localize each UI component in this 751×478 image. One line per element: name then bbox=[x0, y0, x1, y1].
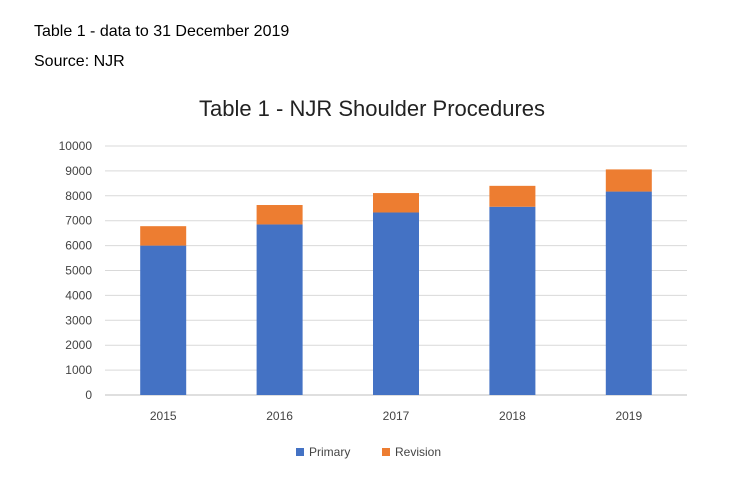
legend-label-primary: Primary bbox=[309, 445, 350, 459]
bar-primary-2016 bbox=[256, 224, 303, 395]
chart-title: Table 1 - NJR Shoulder Procedures bbox=[199, 96, 545, 121]
legend-swatch-primary bbox=[296, 448, 304, 456]
y-tick-label: 7000 bbox=[65, 214, 92, 228]
x-tick-label: 2016 bbox=[266, 409, 293, 423]
bars bbox=[140, 169, 652, 395]
bar-revision-2017 bbox=[373, 193, 419, 213]
y-tick-label: 5000 bbox=[65, 264, 92, 278]
y-axis: 0 1000 2000 3000 4000 5000 6000 7000 8000 9000 100… bbox=[59, 139, 93, 402]
bar-revision-2019 bbox=[605, 169, 652, 192]
y-tick-label: 6000 bbox=[65, 239, 92, 253]
y-tick-label: 10000 bbox=[59, 139, 93, 153]
x-tick-label: 2019 bbox=[615, 409, 642, 423]
grid-lines bbox=[105, 145, 687, 396]
y-tick-label: 1000 bbox=[65, 363, 92, 377]
bar-primary-2017 bbox=[373, 212, 419, 395]
x-tick-label: 2015 bbox=[150, 409, 177, 423]
bar-revision-2015 bbox=[140, 226, 187, 246]
legend: Primary Revision bbox=[296, 445, 441, 459]
y-tick-label: 9000 bbox=[65, 164, 92, 178]
bar-revision-2016 bbox=[256, 205, 303, 225]
y-tick-label: 8000 bbox=[65, 189, 92, 203]
header-date-line: Table 1 - data to 31 December 2019 bbox=[34, 23, 290, 40]
y-tick-label: 0 bbox=[85, 388, 92, 402]
y-tick-label: 3000 bbox=[65, 313, 92, 327]
bar-revision-2018 bbox=[489, 185, 536, 207]
bar-primary-2015 bbox=[140, 245, 187, 395]
x-tick-label: 2018 bbox=[499, 409, 526, 423]
bar-primary-2019 bbox=[605, 191, 652, 395]
x-axis: 2015 2016 2017 2018 2019 bbox=[150, 409, 643, 423]
header-source-line: Source: NJR bbox=[34, 53, 125, 70]
legend-label-revision: Revision bbox=[395, 445, 441, 459]
y-tick-label: 2000 bbox=[65, 338, 92, 352]
bar-primary-2018 bbox=[489, 206, 536, 395]
legend-swatch-revision bbox=[382, 448, 390, 456]
x-tick-label: 2017 bbox=[383, 409, 410, 423]
y-tick-label: 4000 bbox=[65, 288, 92, 302]
